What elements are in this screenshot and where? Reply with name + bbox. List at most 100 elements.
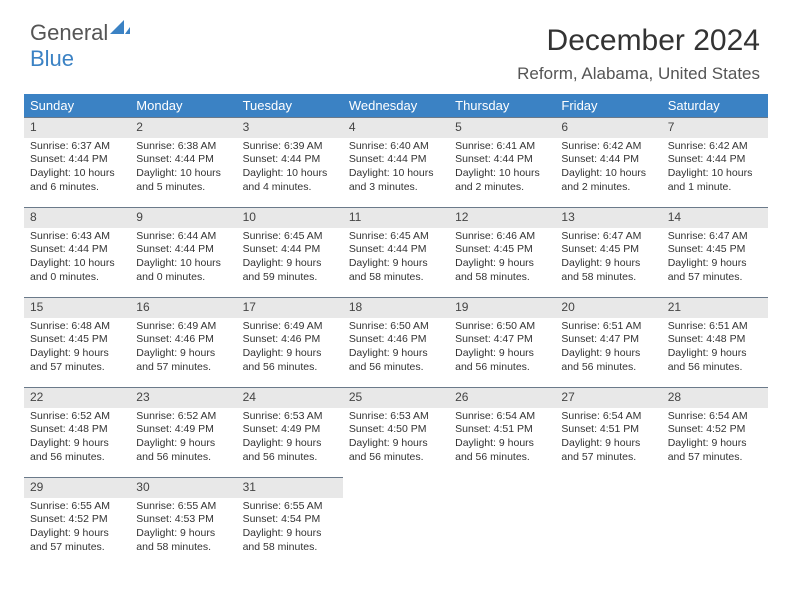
day-body: Sunrise: 6:37 AMSunset: 4:44 PMDaylight:… xyxy=(24,138,130,201)
sunrise-line: Sunrise: 6:55 AM xyxy=(30,500,124,514)
sunset-line: Sunset: 4:45 PM xyxy=(561,243,655,257)
weekday-header: Tuesday xyxy=(237,94,343,117)
sunset-line: Sunset: 4:44 PM xyxy=(349,153,443,167)
day-body: Sunrise: 6:46 AMSunset: 4:45 PMDaylight:… xyxy=(449,228,555,291)
calendar-cell: 9Sunrise: 6:44 AMSunset: 4:44 PMDaylight… xyxy=(130,207,236,297)
day-number: 22 xyxy=(24,387,130,408)
daylight-line: Daylight: 9 hours and 56 minutes. xyxy=(136,437,230,464)
calendar-cell xyxy=(662,477,768,567)
day-body: Sunrise: 6:45 AMSunset: 4:44 PMDaylight:… xyxy=(343,228,449,291)
calendar-cell: 31Sunrise: 6:55 AMSunset: 4:54 PMDayligh… xyxy=(237,477,343,567)
sunset-line: Sunset: 4:44 PM xyxy=(668,153,762,167)
daylight-line: Daylight: 9 hours and 58 minutes. xyxy=(136,527,230,554)
sunrise-line: Sunrise: 6:39 AM xyxy=(243,140,337,154)
calendar-cell xyxy=(555,477,661,567)
sunset-line: Sunset: 4:51 PM xyxy=(455,423,549,437)
daylight-line: Daylight: 10 hours and 0 minutes. xyxy=(136,257,230,284)
calendar-cell: 11Sunrise: 6:45 AMSunset: 4:44 PMDayligh… xyxy=(343,207,449,297)
day-body: Sunrise: 6:43 AMSunset: 4:44 PMDaylight:… xyxy=(24,228,130,291)
calendar-cell: 6Sunrise: 6:42 AMSunset: 4:44 PMDaylight… xyxy=(555,117,661,207)
sunrise-line: Sunrise: 6:43 AM xyxy=(30,230,124,244)
day-body: Sunrise: 6:53 AMSunset: 4:50 PMDaylight:… xyxy=(343,408,449,471)
calendar-row: 15Sunrise: 6:48 AMSunset: 4:45 PMDayligh… xyxy=(24,297,768,387)
calendar-cell: 8Sunrise: 6:43 AMSunset: 4:44 PMDaylight… xyxy=(24,207,130,297)
day-body: Sunrise: 6:55 AMSunset: 4:52 PMDaylight:… xyxy=(24,498,130,561)
day-body: Sunrise: 6:53 AMSunset: 4:49 PMDaylight:… xyxy=(237,408,343,471)
sunrise-line: Sunrise: 6:50 AM xyxy=(349,320,443,334)
calendar-cell: 15Sunrise: 6:48 AMSunset: 4:45 PMDayligh… xyxy=(24,297,130,387)
day-body: Sunrise: 6:54 AMSunset: 4:52 PMDaylight:… xyxy=(662,408,768,471)
calendar-cell xyxy=(343,477,449,567)
day-number: 5 xyxy=(449,117,555,138)
weekday-header: Saturday xyxy=(662,94,768,117)
calendar-cell: 25Sunrise: 6:53 AMSunset: 4:50 PMDayligh… xyxy=(343,387,449,477)
calendar-cell: 30Sunrise: 6:55 AMSunset: 4:53 PMDayligh… xyxy=(130,477,236,567)
day-number: 4 xyxy=(343,117,449,138)
day-number: 10 xyxy=(237,207,343,228)
calendar-row: 8Sunrise: 6:43 AMSunset: 4:44 PMDaylight… xyxy=(24,207,768,297)
sunset-line: Sunset: 4:49 PM xyxy=(136,423,230,437)
calendar-cell: 18Sunrise: 6:50 AMSunset: 4:46 PMDayligh… xyxy=(343,297,449,387)
day-number: 29 xyxy=(24,477,130,498)
daylight-line: Daylight: 10 hours and 1 minute. xyxy=(668,167,762,194)
day-body: Sunrise: 6:55 AMSunset: 4:53 PMDaylight:… xyxy=(130,498,236,561)
calendar-row: 22Sunrise: 6:52 AMSunset: 4:48 PMDayligh… xyxy=(24,387,768,477)
sunrise-line: Sunrise: 6:38 AM xyxy=(136,140,230,154)
sunset-line: Sunset: 4:44 PM xyxy=(349,243,443,257)
day-body: Sunrise: 6:45 AMSunset: 4:44 PMDaylight:… xyxy=(237,228,343,291)
sunrise-line: Sunrise: 6:49 AM xyxy=(243,320,337,334)
sunset-line: Sunset: 4:46 PM xyxy=(243,333,337,347)
sunrise-line: Sunrise: 6:52 AM xyxy=(30,410,124,424)
sunrise-line: Sunrise: 6:51 AM xyxy=(668,320,762,334)
sunrise-line: Sunrise: 6:55 AM xyxy=(243,500,337,514)
daylight-line: Daylight: 9 hours and 56 minutes. xyxy=(455,437,549,464)
calendar-cell: 14Sunrise: 6:47 AMSunset: 4:45 PMDayligh… xyxy=(662,207,768,297)
daylight-line: Daylight: 9 hours and 56 minutes. xyxy=(455,347,549,374)
daylight-line: Daylight: 9 hours and 58 minutes. xyxy=(561,257,655,284)
day-number: 18 xyxy=(343,297,449,318)
calendar-cell: 27Sunrise: 6:54 AMSunset: 4:51 PMDayligh… xyxy=(555,387,661,477)
day-body: Sunrise: 6:49 AMSunset: 4:46 PMDaylight:… xyxy=(130,318,236,381)
day-number: 12 xyxy=(449,207,555,228)
weekday-header: Monday xyxy=(130,94,236,117)
daylight-line: Daylight: 10 hours and 3 minutes. xyxy=(349,167,443,194)
day-body: Sunrise: 6:42 AMSunset: 4:44 PMDaylight:… xyxy=(662,138,768,201)
sunrise-line: Sunrise: 6:49 AM xyxy=(136,320,230,334)
day-body: Sunrise: 6:54 AMSunset: 4:51 PMDaylight:… xyxy=(449,408,555,471)
day-body: Sunrise: 6:50 AMSunset: 4:47 PMDaylight:… xyxy=(449,318,555,381)
sunrise-line: Sunrise: 6:45 AM xyxy=(243,230,337,244)
calendar-cell: 23Sunrise: 6:52 AMSunset: 4:49 PMDayligh… xyxy=(130,387,236,477)
calendar-cell xyxy=(449,477,555,567)
day-number: 1 xyxy=(24,117,130,138)
day-body: Sunrise: 6:50 AMSunset: 4:46 PMDaylight:… xyxy=(343,318,449,381)
sunset-line: Sunset: 4:45 PM xyxy=(455,243,549,257)
calendar-cell: 7Sunrise: 6:42 AMSunset: 4:44 PMDaylight… xyxy=(662,117,768,207)
daylight-line: Daylight: 9 hours and 57 minutes. xyxy=(30,527,124,554)
calendar-cell: 24Sunrise: 6:53 AMSunset: 4:49 PMDayligh… xyxy=(237,387,343,477)
weekday-header: Sunday xyxy=(24,94,130,117)
sunset-line: Sunset: 4:52 PM xyxy=(30,513,124,527)
daylight-line: Daylight: 9 hours and 57 minutes. xyxy=(668,257,762,284)
day-number: 28 xyxy=(662,387,768,408)
page-title: December 2024 xyxy=(24,24,768,58)
day-body: Sunrise: 6:49 AMSunset: 4:46 PMDaylight:… xyxy=(237,318,343,381)
sunrise-line: Sunrise: 6:46 AM xyxy=(455,230,549,244)
sunset-line: Sunset: 4:45 PM xyxy=(30,333,124,347)
sunset-line: Sunset: 4:48 PM xyxy=(668,333,762,347)
sunset-line: Sunset: 4:44 PM xyxy=(561,153,655,167)
day-number: 24 xyxy=(237,387,343,408)
day-number: 20 xyxy=(555,297,661,318)
sunrise-line: Sunrise: 6:54 AM xyxy=(561,410,655,424)
sunrise-line: Sunrise: 6:40 AM xyxy=(349,140,443,154)
calendar-cell: 19Sunrise: 6:50 AMSunset: 4:47 PMDayligh… xyxy=(449,297,555,387)
day-body: Sunrise: 6:38 AMSunset: 4:44 PMDaylight:… xyxy=(130,138,236,201)
sunrise-line: Sunrise: 6:47 AM xyxy=(668,230,762,244)
daylight-line: Daylight: 9 hours and 56 minutes. xyxy=(349,347,443,374)
day-body: Sunrise: 6:41 AMSunset: 4:44 PMDaylight:… xyxy=(449,138,555,201)
sunset-line: Sunset: 4:44 PM xyxy=(455,153,549,167)
sunrise-line: Sunrise: 6:37 AM xyxy=(30,140,124,154)
calendar-cell: 17Sunrise: 6:49 AMSunset: 4:46 PMDayligh… xyxy=(237,297,343,387)
daylight-line: Daylight: 9 hours and 59 minutes. xyxy=(243,257,337,284)
day-number: 14 xyxy=(662,207,768,228)
day-body: Sunrise: 6:39 AMSunset: 4:44 PMDaylight:… xyxy=(237,138,343,201)
